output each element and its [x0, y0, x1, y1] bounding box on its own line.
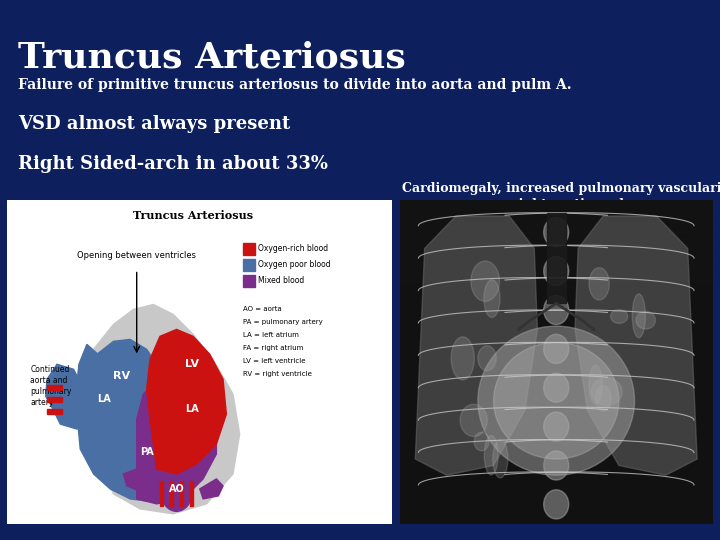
Ellipse shape: [474, 432, 489, 451]
Text: Cardiomegaly, increased pulmonary vascularity,: Cardiomegaly, increased pulmonary vascul…: [402, 182, 720, 195]
Ellipse shape: [478, 346, 496, 371]
Ellipse shape: [636, 311, 655, 329]
Polygon shape: [137, 376, 217, 504]
Ellipse shape: [595, 386, 611, 411]
Text: AO: AO: [168, 484, 184, 494]
Text: Truncus Arteriosus: Truncus Arteriosus: [18, 40, 406, 74]
Bar: [400, 394, 713, 410]
Ellipse shape: [485, 435, 498, 475]
Bar: [400, 297, 713, 313]
Bar: [170, 481, 174, 506]
Ellipse shape: [544, 218, 569, 247]
Text: RV: RV: [113, 372, 130, 381]
Polygon shape: [77, 305, 240, 514]
Ellipse shape: [632, 294, 645, 338]
Bar: [190, 481, 193, 506]
Polygon shape: [200, 479, 223, 499]
Text: Truncus Arteriosus: Truncus Arteriosus: [133, 210, 253, 221]
Bar: [400, 491, 713, 508]
Text: Oxygen-rich blood: Oxygen-rich blood: [258, 244, 328, 253]
Bar: [400, 281, 713, 297]
Ellipse shape: [161, 476, 192, 511]
Ellipse shape: [544, 295, 569, 325]
Bar: [400, 200, 713, 216]
Text: LA: LA: [185, 404, 199, 414]
Ellipse shape: [544, 373, 569, 402]
Ellipse shape: [544, 490, 569, 519]
Bar: [400, 346, 713, 362]
Bar: [400, 410, 713, 427]
Bar: [400, 378, 713, 394]
Ellipse shape: [589, 365, 602, 404]
Bar: [47, 409, 62, 414]
Ellipse shape: [544, 451, 569, 480]
Text: PA = pulmonary artery: PA = pulmonary artery: [243, 320, 323, 326]
Ellipse shape: [484, 280, 500, 318]
Bar: [400, 508, 713, 524]
Text: Right Sided-arch in about 33%: Right Sided-arch in about 33%: [18, 155, 328, 173]
Ellipse shape: [544, 256, 569, 286]
Ellipse shape: [544, 334, 569, 363]
Ellipse shape: [451, 337, 474, 380]
Bar: [546, 213, 566, 303]
Bar: [160, 481, 163, 506]
Bar: [400, 313, 713, 329]
Bar: [243, 242, 255, 255]
Bar: [400, 427, 713, 443]
Bar: [400, 329, 713, 346]
Bar: [243, 274, 255, 287]
Polygon shape: [575, 216, 697, 475]
Polygon shape: [415, 216, 537, 475]
Polygon shape: [76, 345, 176, 502]
Bar: [400, 265, 713, 281]
Text: LA = left atrium: LA = left atrium: [243, 333, 299, 339]
Ellipse shape: [611, 309, 628, 323]
Bar: [47, 397, 62, 402]
Bar: [400, 475, 713, 491]
Text: PA: PA: [140, 447, 153, 457]
Bar: [400, 443, 713, 459]
Ellipse shape: [589, 268, 609, 300]
Bar: [180, 481, 183, 506]
Text: FA = right atrium: FA = right atrium: [243, 346, 303, 352]
Ellipse shape: [492, 440, 508, 478]
Text: RV = right ventricle: RV = right ventricle: [243, 372, 312, 377]
Bar: [400, 248, 713, 265]
Text: Continued
aorta and
pulmonary
artery: Continued aorta and pulmonary artery: [30, 365, 72, 407]
Ellipse shape: [494, 342, 619, 459]
Text: Failure of primitive truncus arteriosus to divide into aorta and pulm A.: Failure of primitive truncus arteriosus …: [18, 78, 572, 92]
Text: LV: LV: [185, 359, 199, 369]
Bar: [47, 385, 62, 390]
Text: right aortic arch: right aortic arch: [512, 198, 628, 211]
Bar: [400, 459, 713, 475]
Ellipse shape: [460, 404, 487, 436]
Text: LA: LA: [96, 394, 110, 404]
Ellipse shape: [471, 261, 500, 301]
Bar: [243, 259, 255, 271]
Ellipse shape: [544, 412, 569, 441]
Polygon shape: [123, 469, 150, 494]
Ellipse shape: [591, 378, 622, 406]
Text: Oxygen poor blood: Oxygen poor blood: [258, 260, 330, 269]
Polygon shape: [147, 329, 226, 474]
Text: Mixed blood: Mixed blood: [258, 276, 304, 285]
Text: VSD almost always present: VSD almost always present: [18, 115, 290, 133]
Text: LV = left ventricle: LV = left ventricle: [243, 359, 305, 364]
Bar: [400, 216, 713, 232]
Polygon shape: [81, 339, 163, 444]
Bar: [400, 362, 713, 378]
Text: Opening between ventricles: Opening between ventricles: [77, 251, 197, 260]
Bar: [400, 232, 713, 248]
Text: AO = aorta: AO = aorta: [243, 307, 282, 313]
Ellipse shape: [478, 326, 634, 475]
Polygon shape: [46, 364, 86, 429]
